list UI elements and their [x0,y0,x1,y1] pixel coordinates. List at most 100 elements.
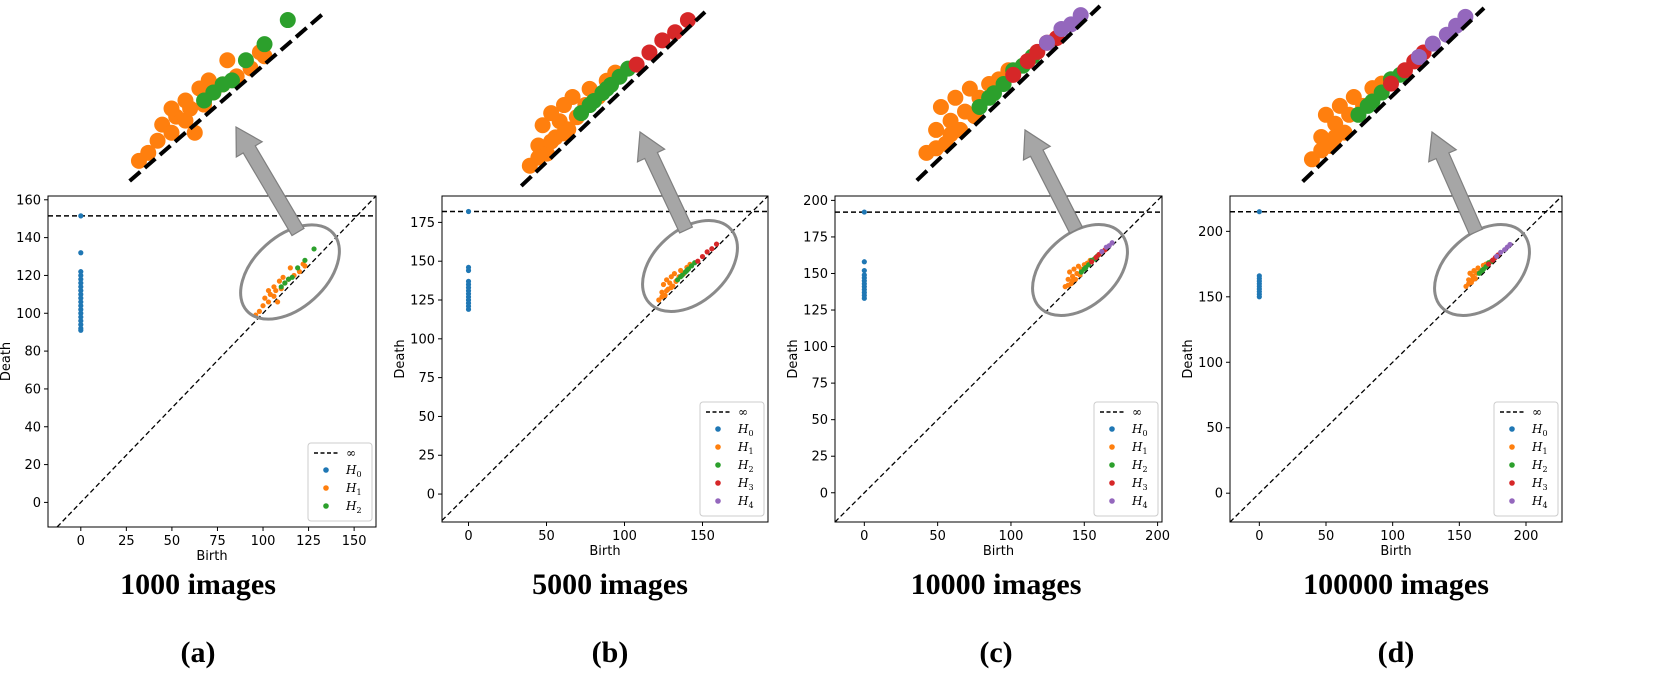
point-H0 [465,306,472,312]
legend-entry: H0 [1131,422,1148,438]
point-H1 [1065,282,1071,288]
inset-point-H1 [556,125,572,142]
point-H4 [1494,253,1500,259]
point-H4 [1099,248,1105,255]
diagonal-line [56,196,376,527]
point-H2 [1081,266,1087,272]
point-H0 [861,267,867,274]
point-H1 [271,293,277,299]
point-H4 [1507,241,1513,248]
inset-point-H1 [219,52,236,69]
inset-point-H1 [177,92,194,109]
zoom-arrow [1428,130,1484,236]
point-H2 [278,284,284,290]
plot-frame [47,195,377,528]
x-axis-label: Birth [196,549,227,564]
inset-point-H3 [641,44,658,61]
point-H1 [1466,281,1472,287]
legend-entry: H0 [345,463,362,479]
legend-entry: H4 [1131,494,1148,510]
legend-entry: H1 [345,481,362,497]
zoom-inset [519,10,707,188]
inset-point-H3 [628,56,645,73]
plot-frame [834,195,1163,523]
point-H1 [1071,266,1077,272]
y-tick-label: 75 [811,377,828,392]
inset-point-H1 [130,152,147,169]
y-tick-label: 150 [410,255,435,270]
point-H3 [695,258,701,264]
point-H0 [78,272,84,279]
inset-point-H4 [1424,35,1441,52]
panel-caption: 5000 images [532,568,688,601]
inset-point-H2 [256,36,273,53]
x-tick-label: 150 [690,529,715,544]
zoom-ellipse [1433,223,1531,317]
y-tick-label: 60 [24,382,41,397]
legend-entry: H1 [1131,440,1148,456]
point-H2 [311,246,317,252]
inset-point-H2 [196,92,213,109]
legend: ∞ H0 H1 H2 H3 H4 [699,401,765,517]
inset-point-H1 [1327,129,1344,146]
y-tick-label: 175 [803,230,828,245]
panel-caption: 10000 images [911,568,1082,601]
y-tick-label: 100 [803,340,828,355]
legend-infinity: ∞ [1532,405,1542,419]
zoom-ellipse [1031,223,1129,317]
y-tick-label: 120 [16,269,41,284]
legend-infinity: ∞ [1132,405,1142,419]
y-tick-label: 200 [803,194,828,209]
y-tick-label: 100 [16,307,41,322]
point-H1 [659,294,665,300]
point-H0 [78,280,84,286]
y-tick-label: 80 [24,345,41,360]
panel-label: (d) [1378,636,1415,669]
point-H0 [78,250,84,256]
legend-entry: H2 [737,458,754,474]
y-tick-label: 50 [1206,421,1223,436]
panel-2: 0 50 100 150 200 0 25 50 75 100 125 150 175 200 Birth D… [786,4,1170,669]
inset-point-H2 [1359,97,1376,114]
x-tick-label: 0 [464,529,472,544]
point-H3 [704,249,710,255]
inset-point-H1 [1313,142,1330,159]
x-tick-label: 0 [1255,529,1263,544]
inset-point-H1 [149,132,166,149]
point-H3 [709,246,715,252]
x-tick-label: 200 [1145,529,1170,544]
legend-entry: H0 [737,422,754,438]
point-H1 [265,299,272,305]
x-tick-label: 150 [1447,529,1472,544]
point-H0 [465,208,472,215]
x-tick-label: 100 [251,534,276,549]
legend-entry: H2 [345,499,362,515]
y-tick-label: 125 [803,304,828,319]
inset-point-H1 [163,124,180,141]
point-H0 [78,284,84,290]
point-H1 [262,295,268,301]
inset-point-H1 [932,98,949,115]
point-H1 [256,308,262,314]
x-tick-label: 150 [342,534,367,549]
x-tick-label: 75 [209,534,226,549]
point-H3 [713,241,720,247]
point-H0 [861,209,867,215]
x-axis-label: Birth [1380,544,1411,559]
point-H1 [1065,276,1071,282]
point-H1 [275,299,281,305]
point-H1 [260,303,266,309]
inset-point-H2 [598,80,615,97]
panel-label: (c) [979,636,1012,669]
point-H2 [282,280,288,286]
x-tick-label: 0 [77,534,85,549]
legend-entry: H2 [1531,458,1548,474]
point-H1 [671,271,678,277]
legend-entry: H3 [737,476,754,492]
x-tick-label: 100 [1380,529,1405,544]
point-H2 [285,276,292,282]
inset-point-H2 [981,89,998,106]
point-H0 [78,303,84,309]
x-tick-label: 50 [164,534,181,549]
point-H0 [78,291,84,297]
